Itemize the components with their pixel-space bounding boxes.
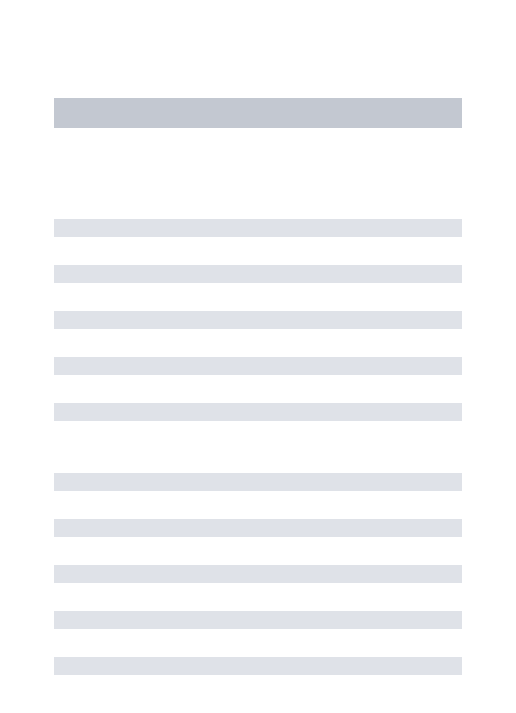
skeleton-line-bar	[54, 311, 462, 329]
skeleton-line-bar	[54, 565, 462, 583]
skeleton-title-bar	[54, 98, 462, 128]
skeleton-line-bar	[54, 519, 462, 537]
skeleton-line-bar	[54, 473, 462, 491]
skeleton-line-bar	[54, 357, 462, 375]
skeleton-line-bar	[54, 219, 462, 237]
skeleton-line-bar	[54, 657, 462, 675]
skeleton-line-bar	[54, 611, 462, 629]
skeleton-line-bar	[54, 403, 462, 421]
skeleton-line-bar	[54, 265, 462, 283]
